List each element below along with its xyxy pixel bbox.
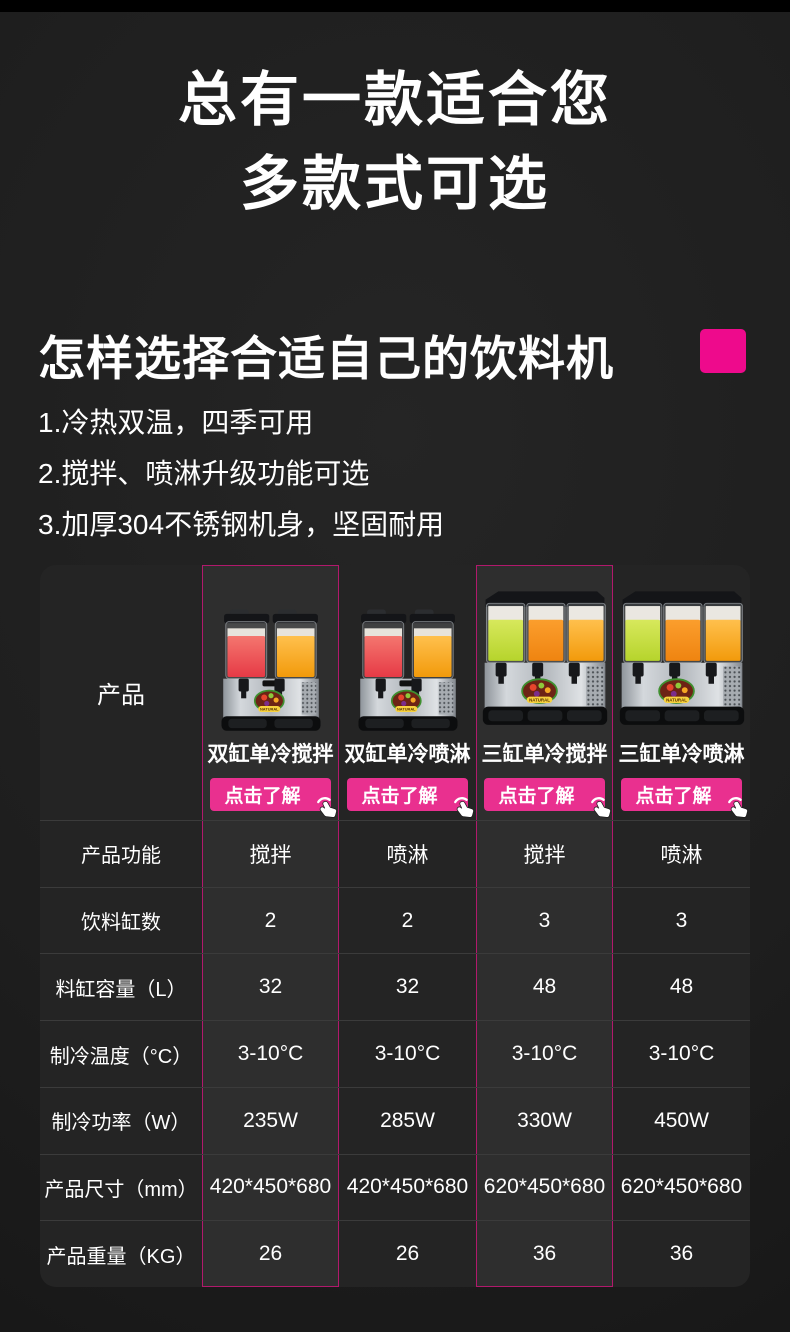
table-row-weight: 产品重量（KG） 26 26 36 36 <box>40 1220 750 1287</box>
spec-cell: 620*450*680 <box>483 1175 606 1199</box>
spec-cell: 420*450*680 <box>209 1175 332 1199</box>
accent-square-decoration <box>700 329 746 373</box>
spec-cell: 26 <box>395 1242 420 1266</box>
hand-click-icon <box>722 793 750 822</box>
product-image-area <box>476 565 613 735</box>
spec-cell: 32 <box>258 975 283 999</box>
product-column-2: 双缸单冷喷淋 点击了解 <box>339 565 476 820</box>
row-label: 制冷功率（W） <box>51 1112 191 1135</box>
cta-wrap: 点击了解 <box>347 778 468 811</box>
cta-learn-more-button-4[interactable]: 点击了解 <box>621 778 742 811</box>
hand-click-icon <box>585 793 614 822</box>
spec-cell: 喷淋 <box>386 843 429 867</box>
spec-cell: 450W <box>654 1108 709 1132</box>
cta-wrap: 点击了解 <box>621 778 742 811</box>
spec-cell: 3 <box>675 908 688 932</box>
product-image-area <box>613 565 750 735</box>
table-row-function: 产品功能 搅拌 喷淋 搅拌 喷淋 <box>40 820 750 887</box>
hand-click-icon <box>448 793 477 822</box>
product-name: 双缸单冷喷淋 <box>344 743 471 766</box>
product-name: 双缸单冷搅拌 <box>207 743 334 766</box>
table-row-cooling-power: 制冷功率（W） 235W 285W 330W 450W <box>40 1086 750 1154</box>
table-row-capacity: 料缸容量（L） 32 32 48 48 <box>40 953 750 1020</box>
table-row-dimensions: 产品尺寸（mm） 420*450*680 420*450*680 620*450… <box>40 1153 750 1221</box>
section-title: 怎样选择合适自己的饮料机 <box>38 332 614 385</box>
spec-cell: 36 <box>669 1242 694 1266</box>
table-row-cooling-temp: 制冷温度（°C） 3-10°C 3-10°C 3-10°C 3-10°C <box>40 1020 750 1087</box>
product-image-3tank-mixing <box>481 585 609 735</box>
spec-cell: 330W <box>517 1108 572 1132</box>
product-column-1: 双缸单冷搅拌 点击了解 <box>202 565 339 820</box>
spec-cell: 搅拌 <box>249 843 292 867</box>
spec-cell: 3-10°C <box>648 1042 715 1066</box>
table-body: 产品功能 搅拌 喷淋 搅拌 喷淋 饮料缸数 2 2 3 3 料缸容量（L） 32… <box>40 820 750 1287</box>
spec-cell: 285W <box>380 1108 435 1132</box>
product-name: 三缸单冷搅拌 <box>481 743 608 766</box>
spec-cell: 2 <box>264 908 277 932</box>
spec-cell: 2 <box>401 908 414 932</box>
selection-tip-2: 2.搅拌、喷淋升级功能可选 <box>38 458 370 489</box>
spec-cell: 32 <box>395 975 420 999</box>
spec-cell: 搅拌 <box>523 843 566 867</box>
spec-cell: 3-10°C <box>511 1042 578 1066</box>
corner-label-product: 产品 <box>97 682 145 709</box>
selection-tip-3: 3.加厚304不锈钢机身，坚固耐用 <box>38 509 445 540</box>
spec-cell: 喷淋 <box>660 843 703 867</box>
spec-cell: 48 <box>532 975 557 999</box>
cta-wrap: 点击了解 <box>484 778 605 811</box>
cta-learn-more-button-2[interactable]: 点击了解 <box>347 778 468 811</box>
selection-tips: 1.冷热双温，四季可用 2.搅拌、喷淋升级功能可选 3.加厚304不锈钢机身，坚… <box>38 397 444 550</box>
product-image-area <box>202 565 339 735</box>
table-header-row: 产品 双缸单冷搅拌 点击了解 双缸单冷喷淋 点击了解 <box>40 565 750 820</box>
product-image-area <box>339 565 476 735</box>
hero-title-line2: 多款式可选 <box>239 151 550 217</box>
comparison-table: 产品 双缸单冷搅拌 点击了解 双缸单冷喷淋 点击了解 <box>40 565 750 1287</box>
product-image-2tank-mixing <box>219 607 323 735</box>
row-label: 饮料缸数 <box>81 912 161 935</box>
row-label: 制冷温度（°C） <box>49 1045 193 1068</box>
hand-click-icon <box>311 793 340 822</box>
row-label: 产品功能 <box>81 845 161 868</box>
spec-cell: 48 <box>669 975 694 999</box>
spec-cell: 3 <box>538 908 551 932</box>
hero-title-line1: 总有一款适合您 <box>177 67 612 133</box>
spec-cell: 235W <box>243 1108 298 1132</box>
cta-learn-more-button-1[interactable]: 点击了解 <box>210 778 331 811</box>
row-label: 产品尺寸（mm） <box>44 1178 198 1201</box>
selection-tip-1: 1.冷热双温，四季可用 <box>38 407 314 438</box>
cta-wrap: 点击了解 <box>210 778 331 811</box>
table-row-tank-count: 饮料缸数 2 2 3 3 <box>40 886 750 954</box>
product-column-3: 三缸单冷搅拌 点击了解 <box>476 565 613 820</box>
row-label: 料缸容量（L） <box>55 978 187 1001</box>
row-label: 产品重量（KG） <box>46 1245 196 1268</box>
hero-title: 总有一款适合您 多款式可选 <box>0 58 790 226</box>
product-name: 三缸单冷喷淋 <box>618 743 745 766</box>
spec-cell: 26 <box>258 1242 283 1266</box>
spec-cell: 3-10°C <box>374 1042 441 1066</box>
product-image-2tank-spray <box>356 607 460 735</box>
spec-cell: 620*450*680 <box>620 1175 743 1199</box>
product-image-3tank-spray <box>618 585 746 735</box>
product-column-4: 三缸单冷喷淋 点击了解 <box>613 565 750 820</box>
spec-cell: 3-10°C <box>237 1042 304 1066</box>
spec-cell: 420*450*680 <box>346 1175 469 1199</box>
spec-cell: 36 <box>532 1242 557 1266</box>
cta-learn-more-button-3[interactable]: 点击了解 <box>484 778 605 811</box>
